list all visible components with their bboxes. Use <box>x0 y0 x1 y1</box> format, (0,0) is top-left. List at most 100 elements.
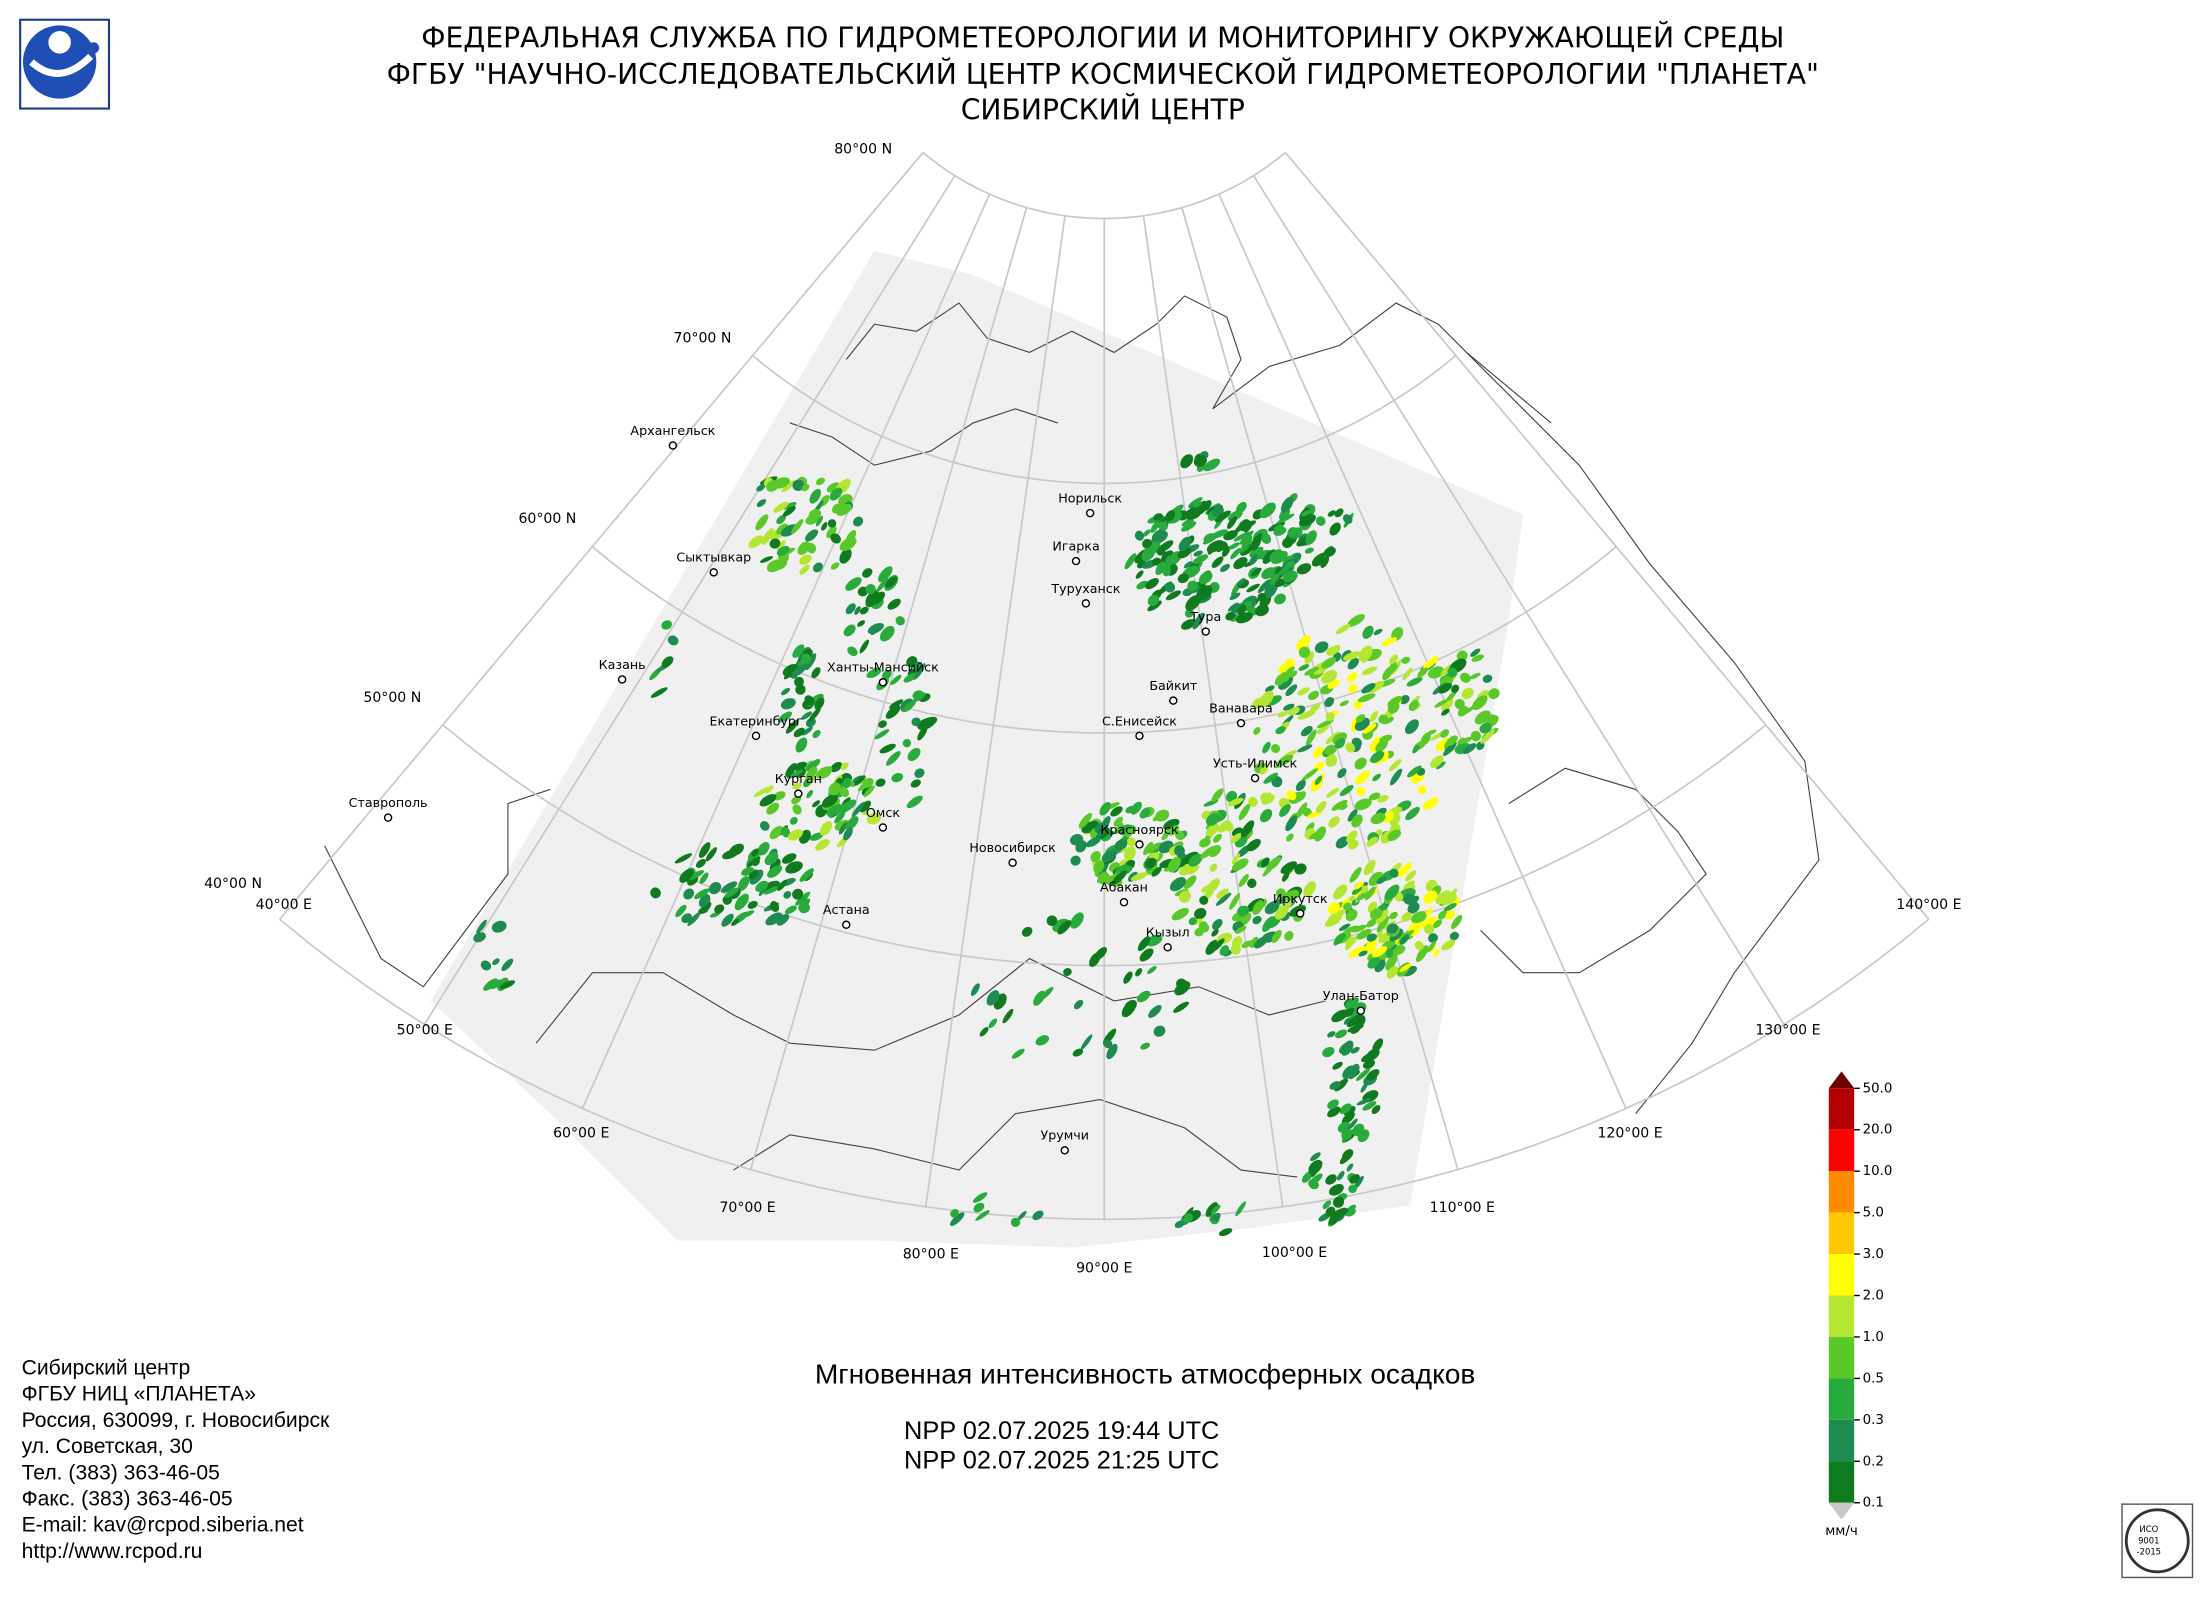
rain-cell <box>1321 657 1337 669</box>
rain-cell <box>1438 683 1452 694</box>
rain-cell <box>1240 820 1255 838</box>
city-dot <box>1060 1146 1069 1155</box>
rain-cell <box>1443 903 1457 912</box>
city-label: Курган <box>775 771 822 786</box>
rain-cell <box>1233 556 1248 570</box>
meridian <box>581 193 991 1109</box>
rain-cell <box>911 717 921 727</box>
rain-cell <box>1332 1061 1343 1070</box>
rain-cell <box>1316 719 1334 729</box>
rain-cell <box>866 668 882 678</box>
rain-cell <box>1441 708 1450 716</box>
rain-cell <box>885 576 898 588</box>
rain-cell <box>1249 554 1259 564</box>
rain-cell <box>1211 1212 1221 1222</box>
rain-cell <box>1346 1163 1354 1172</box>
rain-cell <box>1177 573 1189 584</box>
cities: Архангельск Сыктывкар Казань Екатеринбург Ст… <box>349 423 1399 1155</box>
rain-cell <box>1147 600 1162 612</box>
rain-cell <box>1357 693 1376 703</box>
rain-cell <box>1212 918 1223 930</box>
rain-cell <box>826 526 837 539</box>
rain-cell <box>1349 1174 1360 1184</box>
rain-cell <box>1211 788 1224 802</box>
rain-cell <box>1002 1008 1014 1024</box>
rain-cell <box>1339 1103 1352 1115</box>
colorbar-bin <box>1828 1461 1855 1503</box>
rain-cell <box>784 905 797 915</box>
lon-label: 50°00 E <box>397 1022 453 1038</box>
rain-cell <box>1441 939 1456 951</box>
meridian <box>1284 151 1930 920</box>
rain-cell <box>1316 724 1330 735</box>
rain-cell <box>986 990 1000 1006</box>
rain-cell <box>1440 729 1450 738</box>
rain-cell <box>907 747 921 762</box>
rain-cell <box>1325 712 1335 722</box>
rain-cell <box>766 480 779 492</box>
rain-cell <box>757 842 770 856</box>
lon-label: 60°00 E <box>553 1125 609 1141</box>
rain-cell <box>1183 561 1193 569</box>
rain-cell <box>1276 513 1295 524</box>
rain-cell <box>1356 890 1371 901</box>
rain-cell <box>1361 666 1378 676</box>
rain-cell <box>1269 573 1280 586</box>
city-label: Норильск <box>1058 491 1122 506</box>
meridian <box>279 151 924 920</box>
rain-cell <box>1366 917 1378 928</box>
rain-cell <box>1440 664 1453 677</box>
rain-cell <box>973 1202 985 1213</box>
rain-cell <box>1271 929 1282 944</box>
rain-cell <box>1369 711 1378 723</box>
rain-cell <box>821 522 828 531</box>
rain-cell <box>1227 602 1239 612</box>
rain-cell <box>902 739 912 748</box>
rain-cell <box>889 699 904 709</box>
rain-cell <box>1205 813 1221 826</box>
rain-cell <box>1188 853 1203 867</box>
rain-cell <box>1206 823 1219 837</box>
rain-cell <box>1343 902 1352 911</box>
rain-cell <box>891 772 904 783</box>
rain-cell <box>886 751 901 766</box>
rain-cell <box>785 861 803 874</box>
city-dot <box>878 823 888 832</box>
rain-cell <box>661 620 672 630</box>
colorbar-label: 0.2 <box>1863 1454 1884 1469</box>
rain-cell <box>1326 646 1339 656</box>
rain-cell <box>1227 516 1237 529</box>
rain-cell <box>793 761 807 771</box>
footer-line: Тел. (383) 363-46-05 <box>22 1461 220 1484</box>
rain-cell <box>489 979 503 990</box>
rain-cell <box>1261 567 1276 580</box>
rain-cell <box>778 711 792 723</box>
header-line: ФГБУ "НАУЧНО-ИССЛЕДОВАТЕЛЬСКИЙ ЦЕНТР КОС… <box>387 57 1819 91</box>
rain-cell <box>1151 557 1162 566</box>
rain-cell <box>776 523 789 535</box>
rain-cell <box>679 868 694 883</box>
rain-cell <box>1304 651 1315 664</box>
parallel <box>279 918 1930 1221</box>
rain-cell <box>1401 656 1411 664</box>
rain-cell <box>1341 1129 1355 1142</box>
rain-cell <box>819 821 833 836</box>
city-label: Омск <box>866 805 901 820</box>
rain-cell <box>862 568 873 578</box>
rain-cell <box>763 885 780 895</box>
city-label: Архангельск <box>630 423 715 438</box>
rain-cell <box>1327 1031 1336 1038</box>
rain-cell <box>1345 936 1357 947</box>
rain-cell <box>776 545 790 556</box>
rain-cell <box>1136 990 1151 1003</box>
rain-cell <box>1354 757 1367 770</box>
rain-cell <box>812 730 821 739</box>
rain-cell <box>1220 563 1230 573</box>
rain-cell <box>1130 872 1148 881</box>
rain-cell <box>876 577 889 593</box>
rain-cell <box>857 586 869 597</box>
city-label: Иркутск <box>1273 891 1328 906</box>
rain-cell <box>1445 910 1456 920</box>
rain-cell <box>839 799 857 813</box>
logo <box>19 18 111 110</box>
